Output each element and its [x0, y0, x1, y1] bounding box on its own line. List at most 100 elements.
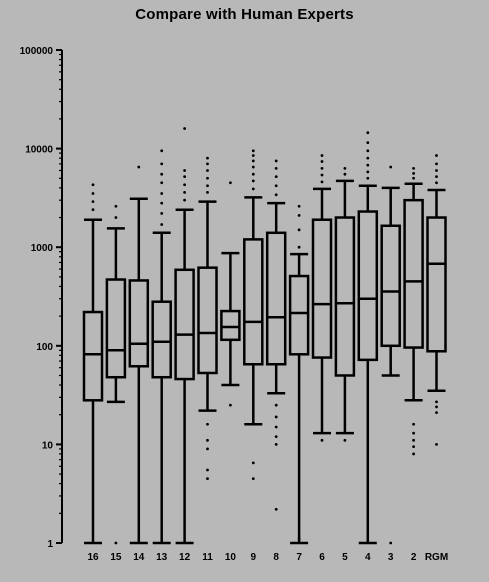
outlier-point [321, 160, 324, 163]
outlier-point [321, 439, 324, 442]
x-tick-label: RGM [425, 552, 448, 563]
outlier-point [275, 443, 278, 446]
outlier-point [366, 164, 369, 167]
x-tick-label: 13 [156, 552, 168, 563]
outlier-point [275, 160, 278, 163]
x-tick-label: 2 [411, 552, 417, 563]
outlier-point [412, 167, 415, 170]
iqr-box [359, 212, 377, 360]
iqr-box [382, 226, 400, 346]
outlier-point [412, 439, 415, 442]
box-5: 5 [336, 167, 354, 563]
box-2: 2 [405, 167, 423, 563]
box-8: 8 [267, 160, 285, 563]
outlier-point [252, 188, 255, 191]
outlier-point [252, 149, 255, 152]
box-9: 9 [244, 149, 262, 563]
iqr-box [221, 311, 239, 340]
iqr-box [428, 218, 446, 352]
outlier-point [206, 157, 209, 160]
iqr-box [267, 233, 285, 364]
iqr-box [290, 276, 308, 354]
outlier-point [206, 477, 209, 480]
outlier-point [344, 167, 347, 170]
outlier-point [160, 181, 163, 184]
outlier-point [275, 193, 278, 196]
outlier-point [252, 154, 255, 157]
box-6: 6 [313, 154, 331, 563]
outlier-point [366, 177, 369, 180]
outlier-point [366, 171, 369, 174]
box-10: 10 [221, 181, 239, 563]
x-tick-label: 11 [202, 552, 213, 563]
outlier-point [275, 175, 278, 178]
outlier-point [321, 180, 324, 183]
outlier-point [92, 200, 95, 203]
outlier-point [137, 166, 140, 169]
outlier-point [115, 205, 118, 208]
outlier-point [275, 508, 278, 511]
x-tick-label: 16 [87, 552, 99, 563]
x-tick-label: 6 [319, 552, 325, 563]
outlier-point [206, 191, 209, 194]
outlier-point [389, 166, 392, 169]
iqr-box [336, 218, 354, 376]
outlier-point [92, 192, 95, 195]
outlier-point [412, 432, 415, 435]
x-tick-label: 3 [388, 552, 394, 563]
box-14: 14 [130, 166, 148, 563]
outlier-point [160, 202, 163, 205]
outlier-point [183, 199, 186, 202]
x-tick-label: 12 [179, 552, 191, 563]
outlier-point [206, 184, 209, 187]
x-tick-label: 7 [296, 552, 302, 563]
y-tick-label: 1000 [31, 243, 54, 254]
outlier-point [115, 216, 118, 219]
x-tick-label: 15 [110, 552, 122, 563]
box-13: 13 [153, 149, 171, 563]
outlier-point [435, 181, 438, 184]
outlier-point [366, 141, 369, 144]
outlier-point [412, 177, 415, 180]
box-12: 12 [176, 127, 194, 563]
outlier-point [252, 166, 255, 169]
outlier-point [229, 404, 232, 407]
iqr-box [130, 280, 148, 366]
outlier-point [115, 542, 118, 545]
x-tick-label: 14 [133, 552, 145, 563]
outlier-point [252, 160, 255, 163]
box-7: 7 [290, 205, 308, 563]
outlier-point [206, 162, 209, 165]
y-tick-label: 100 [36, 342, 53, 353]
box-3: 3 [382, 166, 400, 563]
outlier-point [160, 212, 163, 215]
outlier-point [298, 538, 301, 541]
outlier-point [229, 181, 232, 184]
outlier-point [92, 183, 95, 186]
outlier-point [435, 443, 438, 446]
outlier-point [160, 223, 163, 226]
outlier-point [206, 448, 209, 451]
outlier-point [321, 174, 324, 177]
outlier-point [275, 426, 278, 429]
outlier-point [252, 180, 255, 183]
iqr-box [176, 270, 194, 379]
box-11: 11 [199, 157, 217, 563]
y-tick-label: 10 [42, 440, 54, 451]
iqr-box [244, 239, 262, 364]
outlier-point [252, 173, 255, 176]
x-tick-label: 4 [365, 552, 371, 563]
x-tick-label: 5 [342, 552, 348, 563]
outlier-point [435, 154, 438, 157]
outlier-point [252, 477, 255, 480]
outlier-point [435, 400, 438, 403]
iqr-box [107, 280, 125, 378]
outlier-point [183, 183, 186, 186]
outlier-point [412, 445, 415, 448]
outlier-point [275, 416, 278, 419]
outlier-point [412, 423, 415, 426]
outlier-point [321, 154, 324, 157]
y-axis: 110100100010000100000 [20, 46, 62, 550]
outlier-point [298, 214, 301, 217]
outlier-point [435, 169, 438, 172]
